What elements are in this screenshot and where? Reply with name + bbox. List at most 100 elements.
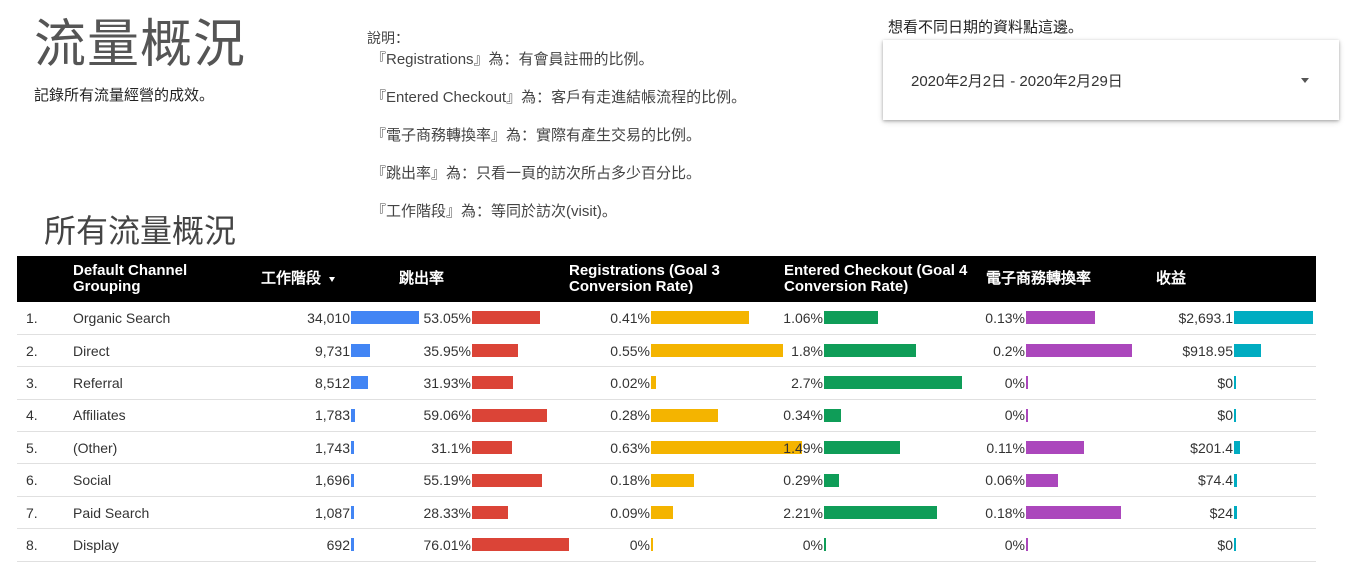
ecom-cell: 0.2% [982, 334, 1152, 366]
bounce-value: 31.1% [431, 439, 471, 456]
caret-down-icon[interactable] [1301, 77, 1309, 83]
revenue-bar [1234, 344, 1261, 358]
channel-name: Social [73, 472, 112, 489]
ecom-cell: 0.06% [982, 464, 1152, 496]
header-revenue[interactable]: 收益 [1156, 270, 1187, 287]
checkout-value: 2.7% [791, 374, 823, 391]
note-line: 『工作階段』為：等同於訪次(visit)。 [371, 203, 617, 220]
ecom-bar [1026, 506, 1121, 520]
bounce-bar [472, 408, 547, 422]
checkout-cell: 0.34% [780, 399, 982, 431]
ecom-bar [1026, 311, 1095, 325]
ecom-bar [1026, 538, 1028, 552]
ecom-cell: 0% [982, 367, 1152, 399]
ecom-cell: 0.11% [982, 432, 1152, 464]
date-range-picker[interactable]: 2020年2月2日 - 2020年2月29日 [883, 40, 1339, 120]
sessions-bar [351, 376, 368, 390]
channel-name: Affiliates [73, 407, 126, 424]
revenue-cell: $201.4 [1152, 432, 1316, 464]
row-index: 6. [26, 472, 38, 489]
revenue-bar [1234, 376, 1236, 390]
reg-bar [651, 311, 749, 325]
bounce-cell: 31.93% [395, 367, 565, 399]
bounce-value: 53.05% [423, 309, 471, 326]
sessions-cell: 1,783 [257, 399, 395, 431]
header-ecommerce-rate[interactable]: 電子商務轉換率 [986, 270, 1092, 287]
reg-bar [651, 441, 802, 455]
sessions-cell: 1,743 [257, 432, 395, 464]
ecom-cell: 0.18% [982, 496, 1152, 528]
checkout-value: 1.8% [791, 342, 823, 359]
ecom-value: 0.11% [986, 439, 1025, 456]
bounce-value: 35.95% [423, 342, 471, 359]
reg-cell: 0.41% [565, 302, 780, 334]
reg-value: 0.02% [610, 374, 650, 391]
checkout-bar [824, 344, 916, 358]
bounce-bar [472, 506, 508, 520]
bounce-cell: 31.1% [395, 432, 565, 464]
ecom-cell: 0% [982, 529, 1152, 561]
traffic-table: Default Channel Grouping 工作階段 跳出率 Regist… [17, 256, 1316, 562]
checkout-value: 0% [802, 536, 823, 553]
checkout-value: 0.34% [783, 407, 823, 424]
channel-name: (Other) [73, 439, 118, 456]
sessions-bar [351, 344, 370, 358]
revenue-value: $74.4 [1197, 472, 1233, 489]
revenue-cell: $2,693.1 [1152, 302, 1316, 334]
ecom-value: 0% [1004, 374, 1025, 391]
table-row[interactable]: 1. Organic Search 34,010 53.05% 0.41% 1.06% 0.… [17, 302, 1316, 335]
sort-desc-icon[interactable] [329, 276, 336, 282]
bounce-value: 76.01% [423, 536, 471, 553]
reg-value: 0.18% [610, 472, 650, 489]
channel-name: Display [73, 536, 119, 553]
table-row[interactable]: 2. Direct 9,731 35.95% 0.55% 1.8% 0.2% $918.95 [17, 334, 1316, 367]
checkout-value: 1.49% [783, 439, 823, 456]
revenue-value: $2,693.1 [1178, 309, 1234, 326]
ecom-bar [1026, 473, 1058, 487]
table-row[interactable]: 5. (Other) 1,743 31.1% 0.63% 1.49% 0.11% $201.4 [17, 432, 1316, 464]
channel-name: Paid Search [73, 504, 150, 521]
revenue-value: $0 [1217, 407, 1233, 424]
reg-bar [651, 473, 694, 487]
revenue-cell: $0 [1152, 399, 1316, 431]
revenue-bar [1234, 473, 1237, 487]
reg-cell: 0% [565, 529, 780, 561]
ecom-value: 0.13% [985, 309, 1025, 326]
bounce-cell: 76.01% [395, 529, 569, 561]
table-header-row: Default Channel Grouping 工作階段 跳出率 Regist… [17, 256, 1316, 302]
header-registrations[interactable]: Registrations (Goal 3 Conversion Rate) [569, 262, 720, 295]
sessions-bar [351, 538, 354, 552]
sessions-bar [351, 311, 419, 325]
header-entered-checkout[interactable]: Entered Checkout (Goal 4 Conversion Rate… [784, 262, 968, 295]
table-row[interactable]: 8. Display 692 76.01% 0% 0% 0% $0 [17, 529, 1316, 562]
header-bounce-rate[interactable]: 跳出率 [399, 270, 445, 287]
channel-name: Organic Search [73, 309, 171, 326]
sessions-value: 8,512 [314, 374, 350, 391]
sessions-value: 1,696 [314, 472, 350, 489]
sessions-cell: 1,696 [257, 464, 395, 496]
checkout-cell: 0% [780, 529, 982, 561]
table-row[interactable]: 3. Referral 8,512 31.93% 0.02% 2.7% 0% $0 [17, 367, 1316, 400]
sessions-value: 34,010 [307, 309, 350, 326]
checkout-bar [824, 311, 878, 325]
row-index: 1. [26, 309, 38, 326]
ecom-bar [1026, 441, 1084, 455]
header-channel[interactable]: Default Channel Grouping [73, 262, 188, 295]
checkout-value: 0.29% [783, 472, 823, 489]
checkout-value: 1.06% [783, 309, 823, 326]
bounce-bar [472, 311, 540, 325]
channel-name: Referral [73, 374, 123, 391]
table-row[interactable]: 4. Affiliates 1,783 59.06% 0.28% 0.34% 0% $0 [17, 399, 1316, 432]
bounce-bar [472, 473, 542, 487]
revenue-value: $918.95 [1182, 342, 1233, 359]
revenue-cell: $24 [1152, 496, 1316, 528]
sessions-value: 9,731 [314, 342, 350, 359]
header-sessions[interactable]: 工作階段 [257, 256, 395, 302]
table-row[interactable]: 7. Paid Search 1,087 28.33% 0.09% 2.21% 0.18% $… [17, 496, 1316, 529]
checkout-bar [824, 408, 841, 422]
header-sessions-label[interactable]: 工作階段 [261, 270, 322, 287]
date-range-value[interactable]: 2020年2月2日 - 2020年2月29日 [911, 72, 1123, 90]
table-row[interactable]: 6. Social 1,696 55.19% 0.18% 0.29% 0.06% $74.4 [17, 464, 1316, 497]
revenue-value: $0 [1217, 374, 1233, 391]
bounce-value: 28.33% [423, 504, 471, 521]
